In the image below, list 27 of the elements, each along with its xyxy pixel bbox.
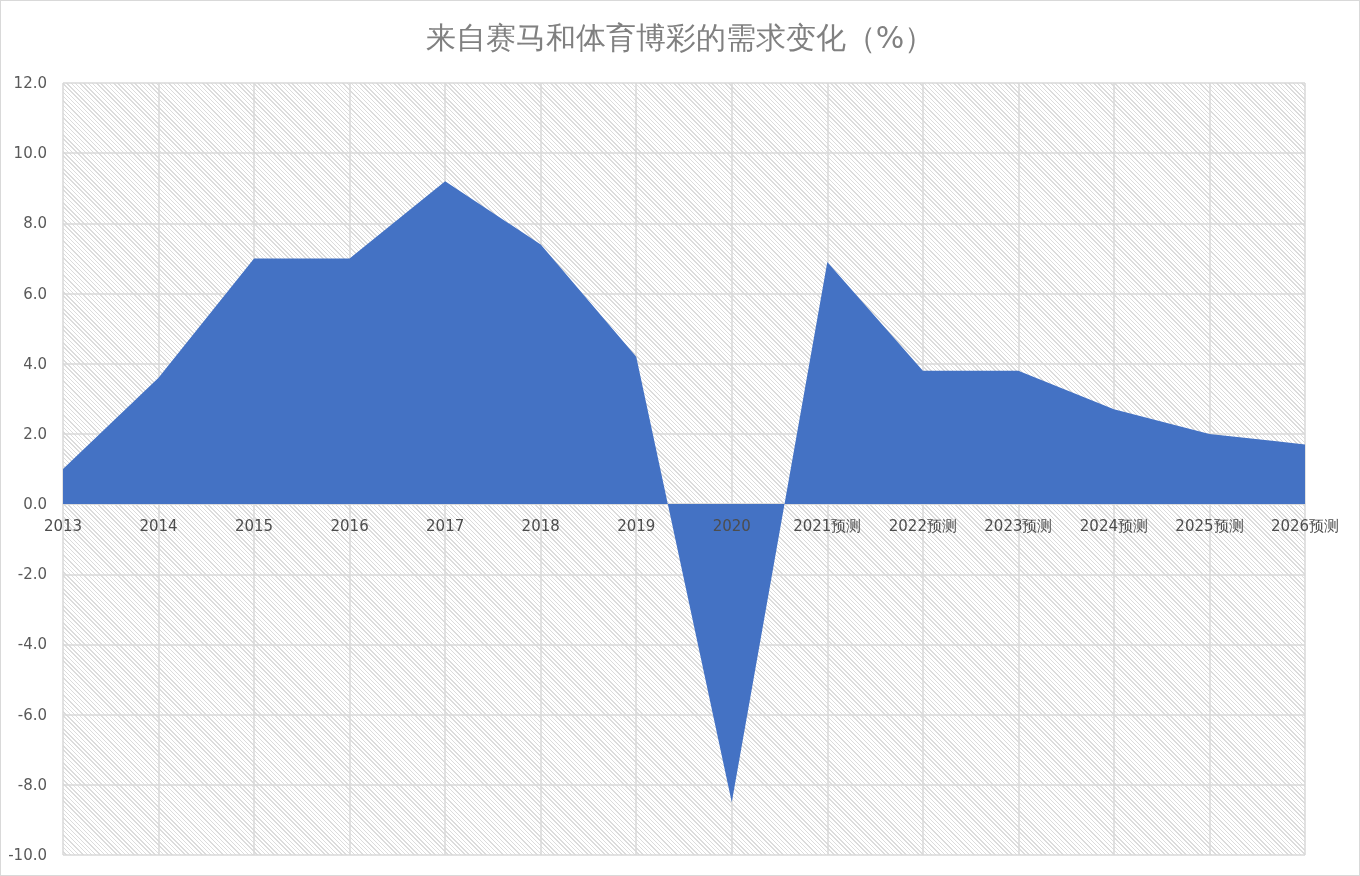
y-tick-label: -10.0 <box>8 846 47 864</box>
x-tick-label: 2025预测 <box>1175 516 1244 535</box>
y-tick-label: 10.0 <box>13 144 47 163</box>
y-tick-label: 8.0 <box>23 214 47 233</box>
y-tick-label: -4.0 <box>17 635 47 654</box>
x-tick-label: 2022预测 <box>888 516 957 535</box>
x-tick-label: 2021预测 <box>793 516 862 535</box>
x-tick-label: 2018 <box>521 516 560 535</box>
x-tick-label: 2019 <box>617 516 656 535</box>
y-tick-label: -8.0 <box>17 775 47 794</box>
x-tick-label: 2013 <box>43 516 83 535</box>
y-tick-label: -6.0 <box>17 705 47 724</box>
y-tick-label: 0.0 <box>23 495 47 514</box>
x-tick-label: 2024预测 <box>1079 516 1149 535</box>
x-tick-label: 2014 <box>139 516 178 535</box>
x-tick-label: 2026预测 <box>1270 516 1340 535</box>
x-tick-label: 2017 <box>426 516 465 535</box>
x-tick-label: 2020 <box>712 516 751 535</box>
y-tick-label: 2.0 <box>23 424 47 443</box>
y-tick-label: 4.0 <box>23 354 47 373</box>
y-tick-label: -2.0 <box>17 565 47 584</box>
y-tick-label: 12.0 <box>13 74 47 92</box>
x-tick-label: 2016 <box>330 516 369 535</box>
chart-title: 来自赛马和体育博彩的需求变化（%） <box>425 19 935 55</box>
x-tick-label: 2023预测 <box>984 516 1053 535</box>
x-tick-label: 2015 <box>234 516 274 535</box>
y-tick-label: 6.0 <box>23 284 47 303</box>
